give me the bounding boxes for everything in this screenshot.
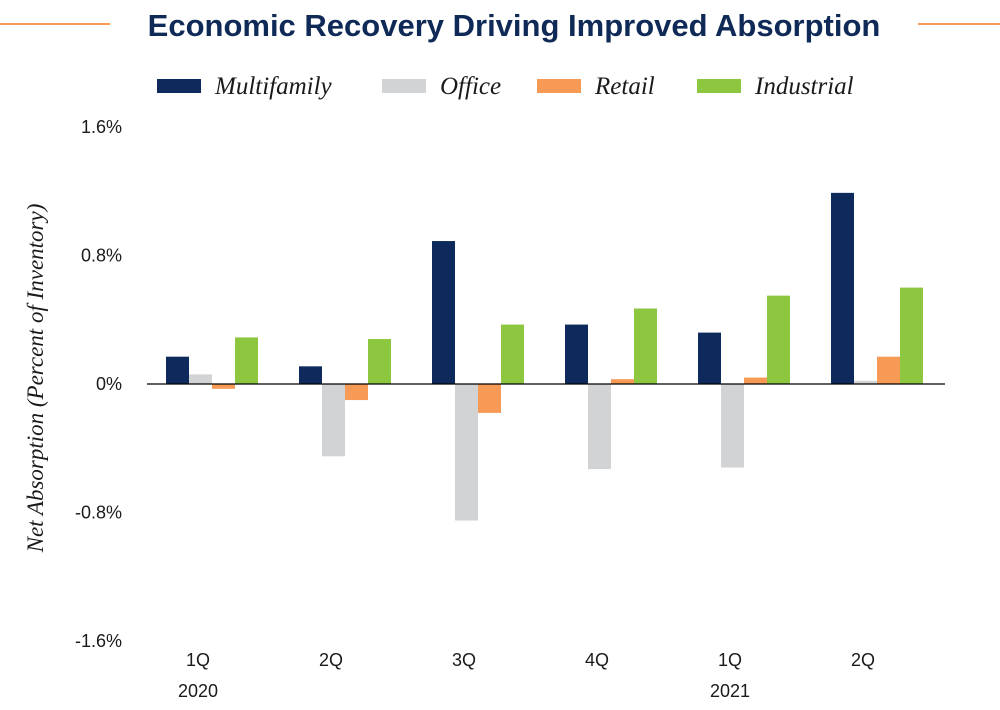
x-category-label: 4Q bbox=[585, 650, 609, 670]
legend-label-multifamily: Multifamily bbox=[214, 73, 333, 100]
y-tick-label: 0.8% bbox=[81, 246, 122, 266]
bar-office-5 bbox=[854, 380, 877, 384]
legend-label-retail: Retail bbox=[594, 73, 655, 100]
x-category-label: 3Q bbox=[452, 650, 476, 670]
bar-multifamily-5 bbox=[831, 192, 854, 384]
x-category-label: 1Q bbox=[186, 650, 210, 670]
y-axis-ticks: 1.6% 0.8% 0% -0.8% -1.6% bbox=[75, 117, 122, 651]
bar-multifamily-1 bbox=[299, 366, 322, 384]
bar-industrial-4 bbox=[767, 295, 790, 384]
bar-industrial-5 bbox=[900, 287, 923, 384]
x-year-label: 2021 bbox=[710, 681, 750, 701]
bar-retail-2 bbox=[478, 384, 501, 413]
x-category-label: 1Q bbox=[718, 650, 742, 670]
y-tick-label: 1.6% bbox=[81, 117, 122, 137]
bar-retail-1 bbox=[345, 384, 368, 401]
y-axis-title: Net Absorption (Percent of Inventory) bbox=[23, 204, 48, 554]
bar-industrial-0 bbox=[235, 337, 258, 384]
bar-multifamily-2 bbox=[432, 241, 455, 384]
legend-label-office: Office bbox=[440, 73, 501, 100]
bar-industrial-1 bbox=[368, 339, 391, 384]
bar-retail-0 bbox=[212, 384, 235, 389]
legend-swatch-retail bbox=[537, 79, 581, 93]
bar-industrial-3 bbox=[634, 308, 657, 384]
bar-multifamily-0 bbox=[166, 356, 189, 384]
bars bbox=[166, 192, 923, 521]
bar-retail-4 bbox=[744, 377, 767, 384]
bar-office-2 bbox=[455, 384, 478, 521]
legend: Multifamily Office Retail Industrial bbox=[157, 73, 854, 100]
bar-multifamily-4 bbox=[698, 332, 721, 384]
bar-office-3 bbox=[588, 384, 611, 470]
chart-title: Economic Recovery Driving Improved Absor… bbox=[148, 8, 881, 43]
x-category-label: 2Q bbox=[851, 650, 875, 670]
legend-swatch-industrial bbox=[697, 79, 741, 93]
bar-industrial-2 bbox=[501, 324, 524, 384]
bar-office-0 bbox=[189, 374, 212, 384]
x-year-label: 2020 bbox=[178, 681, 218, 701]
legend-label-industrial: Industrial bbox=[754, 73, 854, 100]
legend-swatch-office bbox=[382, 79, 426, 93]
bar-retail-3 bbox=[611, 379, 634, 384]
bar-multifamily-3 bbox=[565, 324, 588, 384]
y-tick-label: -0.8% bbox=[75, 503, 122, 523]
x-category-label: 2Q bbox=[319, 650, 343, 670]
legend-swatch-multifamily bbox=[157, 79, 201, 93]
x-axis-years: 2020 2021 bbox=[178, 681, 750, 701]
x-axis-categories: 1Q 2Q 3Q 4Q 1Q 2Q bbox=[186, 650, 875, 670]
bar-retail-5 bbox=[877, 356, 900, 384]
bar-office-1 bbox=[322, 384, 345, 457]
y-tick-label: -1.6% bbox=[75, 631, 122, 651]
bar-office-4 bbox=[721, 384, 744, 468]
y-tick-label: 0% bbox=[96, 374, 122, 394]
